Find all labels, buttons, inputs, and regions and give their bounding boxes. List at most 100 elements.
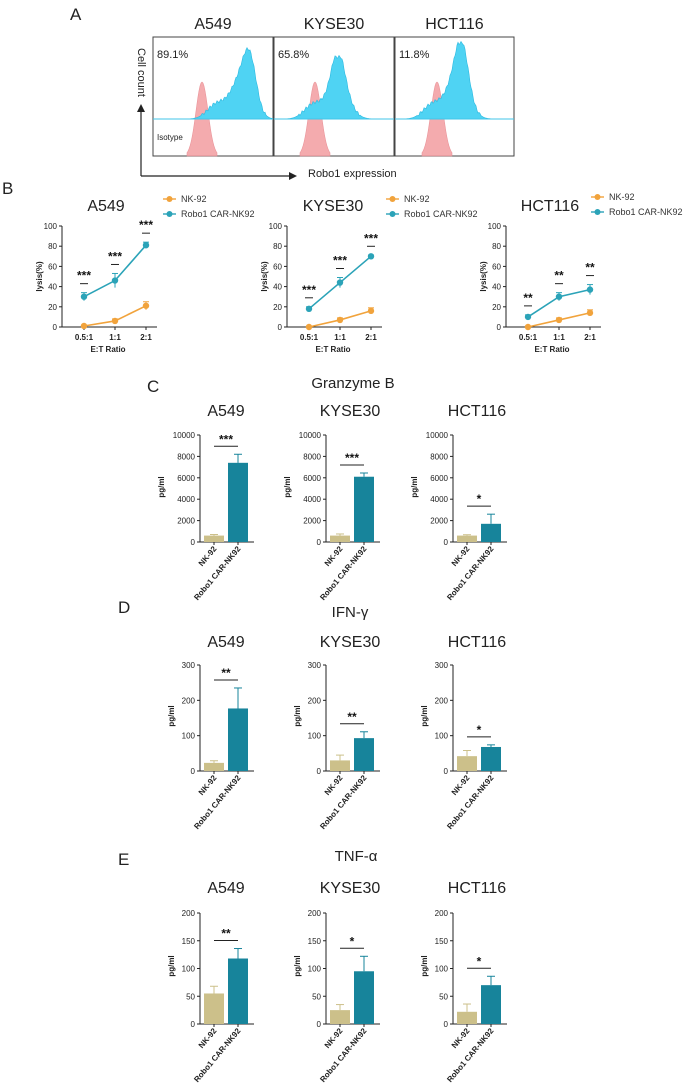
x-tick-label: Robo1 CAR-NK92 — [192, 773, 243, 831]
significance-mark: * — [477, 492, 482, 506]
y-tick-label: 200 — [308, 909, 322, 918]
bar-nk-92 — [204, 993, 224, 1024]
y-tick-label-a549: 0 — [53, 323, 58, 332]
y-tick-label: 100 — [308, 965, 322, 974]
legend-label: NK-92 — [404, 194, 430, 204]
y-tick-label: 50 — [439, 992, 448, 1001]
legend-marker — [389, 196, 396, 202]
y-tick-label-hct116: 100 — [488, 222, 502, 231]
y-axis-label: pg/ml — [157, 476, 166, 497]
bar-nk-92 — [457, 1011, 477, 1024]
significance-mark: ** — [347, 710, 357, 724]
data-point — [336, 279, 344, 286]
significance-mark: *** — [77, 269, 91, 283]
lysis-title-a549: A549 — [87, 198, 124, 215]
data-point — [111, 277, 119, 284]
panel-d: D IFN-γ — [118, 598, 369, 621]
panel-label-c: C — [147, 377, 159, 396]
y-tick-label: 0 — [191, 538, 196, 547]
y-tick-label-a549: 80 — [48, 242, 57, 251]
significance-mark: *** — [345, 451, 359, 465]
bar-title-e-a549: A549 — [207, 880, 244, 897]
flow-percent-a549: 89.1% — [157, 49, 188, 61]
x-tick-label: Robo1 CAR-NK92 — [445, 544, 496, 602]
x-tick-label-kyse30: 1:1 — [334, 333, 346, 342]
data-point — [555, 316, 563, 324]
data-point — [142, 302, 150, 309]
panel-label-a: A — [70, 5, 82, 24]
y-tick-label-kyse30: 0 — [278, 323, 283, 332]
y-tick-label-kyse30: 60 — [273, 262, 282, 271]
series-robo1-car-nk92-a549 — [80, 241, 150, 301]
y-tick-label-a549: 100 — [44, 222, 58, 231]
flow-title-hct116: HCT116 — [425, 16, 483, 33]
lysis-title-hct116: HCT116 — [521, 198, 579, 215]
panel-b: B — [2, 179, 13, 198]
bar-nk-92 — [457, 535, 477, 542]
y-axis-label: pg/ml — [293, 955, 302, 976]
y-tick-label: 8000 — [303, 452, 321, 461]
legend-label: Robo1 CAR-NK92 — [609, 207, 683, 217]
y-tick-label: 8000 — [430, 452, 448, 461]
significance-mark: ** — [523, 291, 533, 305]
x-tick-label-hct116: 1:1 — [553, 333, 565, 342]
legend-marker — [389, 211, 396, 217]
y-tick-label: 50 — [312, 992, 321, 1001]
y-tick-label: 10000 — [299, 431, 322, 440]
legend-marker — [594, 194, 601, 200]
y-tick-label: 0 — [191, 767, 196, 776]
data-point — [555, 293, 563, 300]
data-point — [586, 286, 594, 293]
bar-nk-92 — [330, 1010, 350, 1024]
x-tick-label-hct116: 0.5:1 — [519, 333, 538, 342]
flow-x-arrowhead — [289, 172, 297, 180]
y-tick-label: 300 — [308, 661, 322, 670]
isotype-label: Isotype — [157, 133, 183, 142]
flow-plot-frame-hct116 — [394, 36, 515, 157]
x-tick-label: NK-92 — [450, 773, 472, 797]
y-tick-label: 4000 — [430, 495, 448, 504]
x-tick-label-a549: 1:1 — [109, 333, 121, 342]
flow-x-axis-label: Robo1 expression — [308, 168, 397, 180]
x-axis-label-hct116: E:T Ratio — [534, 345, 569, 354]
flow-percent-hct116: 11.8% — [399, 49, 430, 61]
y-tick-label: 0 — [317, 1020, 322, 1029]
lysis-chart-kyse30: KYSE30 0 20 40 60 80 100 0.5:1 1:1 2:1 E:T Ratio ly… — [260, 194, 478, 354]
bar-chart-c-kyse30: KYSE30 0 2000 4000 6000 8000 10000 pg/ml NK-92Ro… — [283, 403, 380, 602]
panel-label-d: D — [118, 598, 130, 617]
x-tick-label-a549: 2:1 — [140, 333, 152, 342]
x-tick-label-kyse30: 0.5:1 — [300, 333, 319, 342]
x-tick-label: NK-92 — [197, 1026, 219, 1050]
legend-marker — [594, 209, 601, 215]
y-axis-label-a549: lysis(%) — [35, 261, 44, 292]
y-tick-label-hct116: 0 — [497, 323, 502, 332]
y-tick-label: 10000 — [173, 431, 196, 440]
y-tick-label-a549: 20 — [48, 303, 57, 312]
y-tick-label: 100 — [308, 732, 322, 741]
y-tick-label-kyse30: 100 — [269, 222, 283, 231]
panel-title-granzyme: Granzyme B — [311, 375, 394, 392]
y-tick-label: 2000 — [177, 517, 195, 526]
bar-robo1-car-nk92 — [481, 746, 501, 771]
y-tick-label: 0 — [444, 767, 449, 776]
y-tick-label: 6000 — [303, 474, 321, 483]
panel-a: A Cell count Robo1 expression — [70, 5, 397, 180]
bar-robo1-car-nk92 — [228, 708, 248, 771]
data-point — [524, 323, 532, 331]
significance-mark: *** — [108, 249, 122, 263]
data-point — [524, 313, 532, 321]
x-tick-label: Robo1 CAR-NK92 — [192, 1026, 243, 1084]
significance-mark: *** — [219, 432, 233, 446]
data-point — [367, 307, 375, 315]
series-robo1-car-nk92-kyse30 — [305, 253, 375, 313]
y-tick-label: 200 — [308, 696, 322, 705]
flow-title-kyse30: KYSE30 — [304, 16, 365, 33]
lysis-chart-hct116: HCT116 0 20 40 60 80 100 0.5:1 1:1 2:1 E:T Ratio ly… — [479, 192, 683, 354]
data-point — [367, 253, 375, 260]
bar-nk-92 — [204, 762, 224, 771]
flow-percent-kyse30: 65.8% — [278, 49, 309, 61]
